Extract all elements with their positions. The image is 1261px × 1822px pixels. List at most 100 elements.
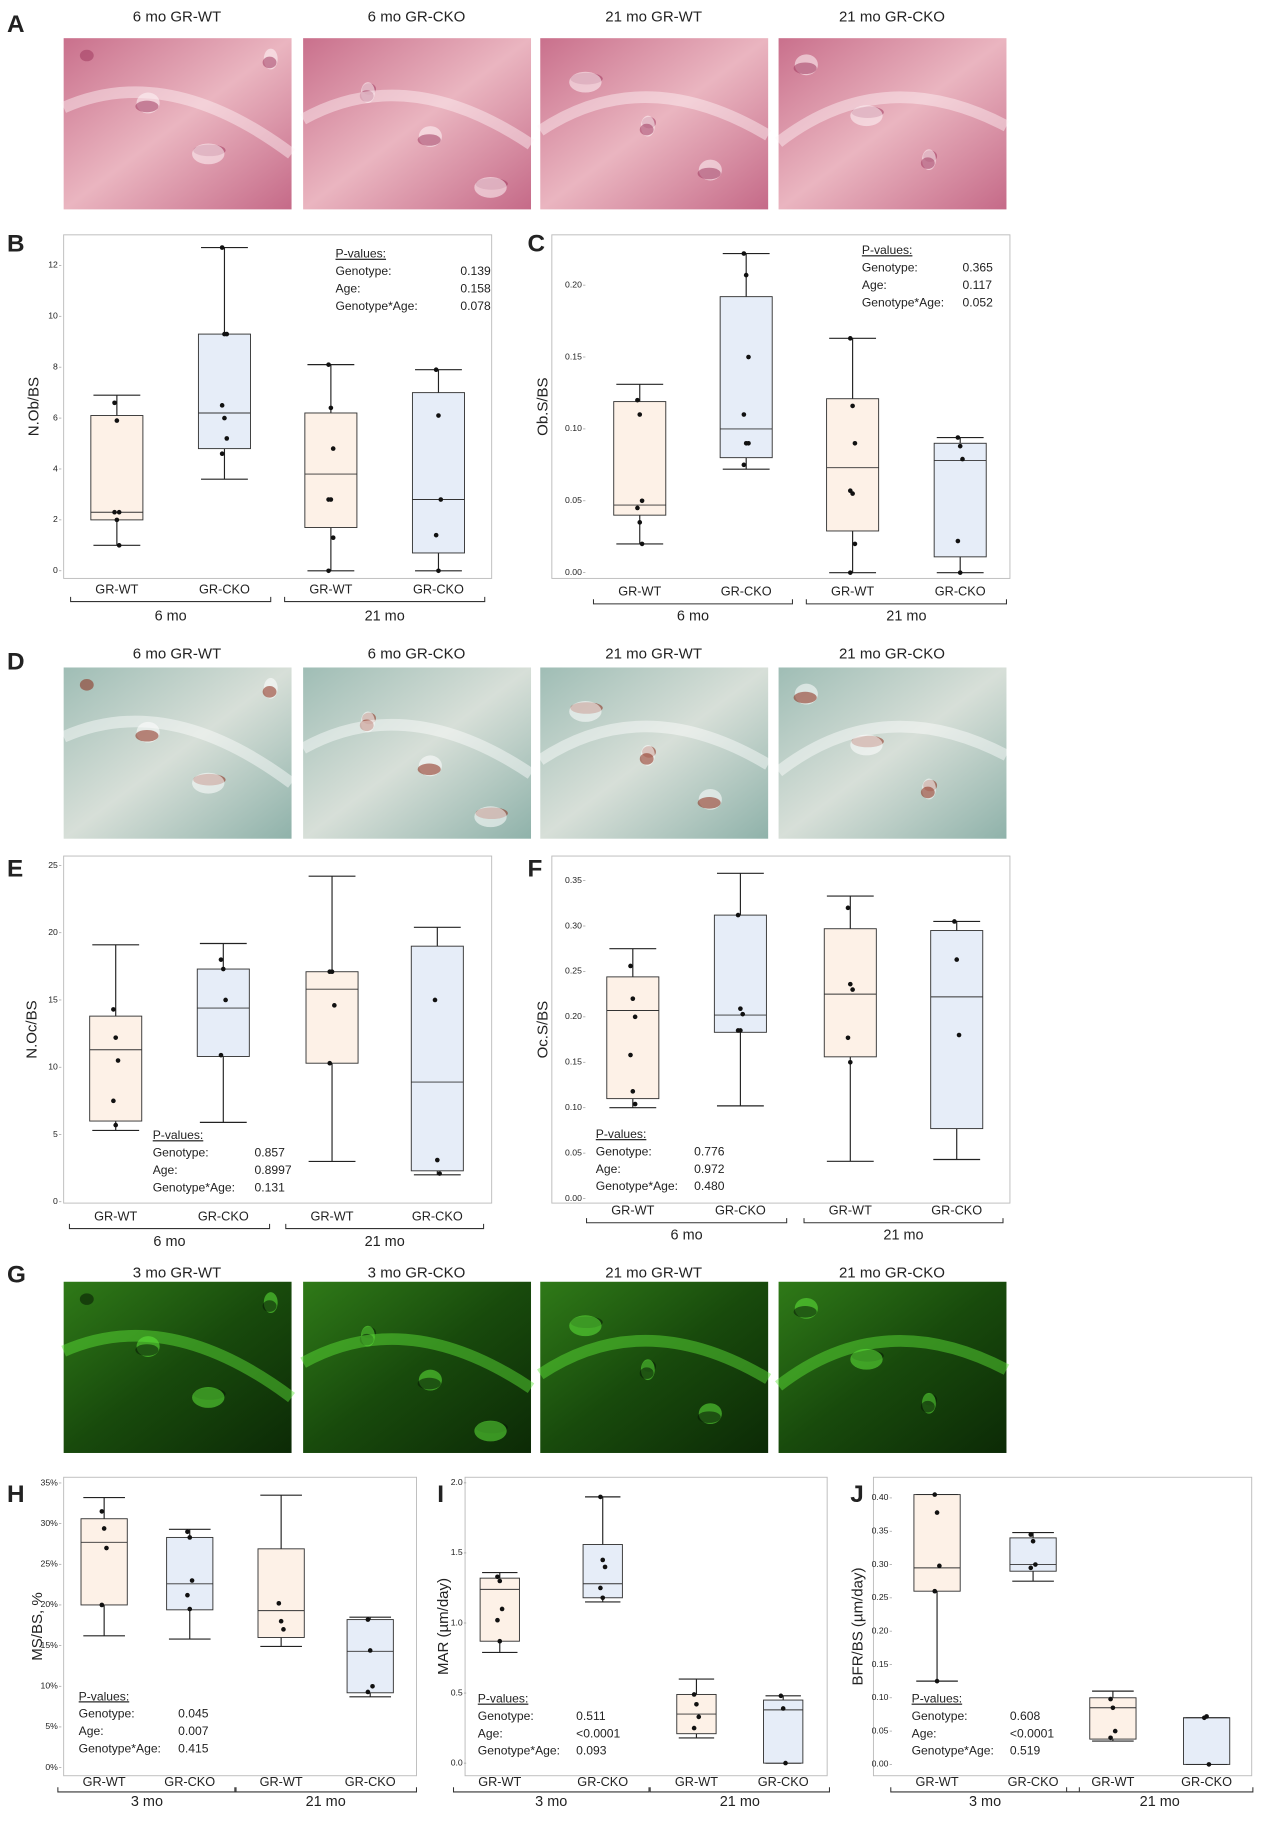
box xyxy=(304,412,358,528)
x-tick-label: GR-CKO xyxy=(715,1203,766,1218)
pvalue-value: 0.519 xyxy=(1010,1744,1041,1758)
texture xyxy=(569,1315,602,1337)
plot-frame xyxy=(63,855,493,1204)
x-tick-label: GR-WT xyxy=(675,1774,718,1789)
group-label: 21 mo xyxy=(886,608,926,624)
pvalue-value: 0.045 xyxy=(178,1707,209,1721)
y-tick-label: 5 xyxy=(53,1129,58,1139)
group-bracket xyxy=(284,596,486,603)
plot-frame xyxy=(551,855,1011,1204)
y-tick-label: 0.35 xyxy=(565,875,582,885)
x-tick-label: GR-WT xyxy=(310,1208,353,1223)
group-label: 21 mo xyxy=(306,1794,346,1810)
micrograph xyxy=(63,667,292,839)
data-point xyxy=(932,1492,938,1497)
box xyxy=(411,392,465,554)
texture xyxy=(300,1333,535,1393)
data-point xyxy=(436,568,441,574)
y-tick-label: 0.40 xyxy=(872,1492,889,1502)
data-point xyxy=(185,1529,190,1535)
texture xyxy=(359,90,374,102)
data-point xyxy=(932,1588,938,1594)
texture xyxy=(359,719,374,732)
pvalue-value: 0.158 xyxy=(460,281,491,295)
texture xyxy=(61,86,296,159)
data-point xyxy=(600,1557,606,1563)
data-point xyxy=(99,1602,105,1608)
image-title: 21 mo GR-CKO xyxy=(839,646,945,663)
pvalue-label: Genotype*Age: xyxy=(862,295,944,309)
x-tick-label: GR-CKO xyxy=(413,581,464,596)
y-tick-label: 0 xyxy=(53,1196,58,1206)
pvalue-label: Genotype: xyxy=(153,1146,209,1160)
pvalue-value: 0.972 xyxy=(694,1162,725,1176)
data-point xyxy=(691,1725,697,1731)
data-point xyxy=(112,509,117,515)
data-point xyxy=(1108,1696,1113,1702)
y-tick-label: 1.0 xyxy=(451,1617,463,1627)
box xyxy=(1182,1717,1231,1765)
pvalue-value: 0.007 xyxy=(178,1724,209,1738)
pvalue-label: Genotype*Age: xyxy=(596,1179,678,1193)
plot-frame xyxy=(872,1476,1253,1777)
y-tick-label: 0.20 xyxy=(565,279,582,289)
box xyxy=(719,296,773,459)
y-tick-label: 10% xyxy=(41,1681,59,1691)
pvalue-label: Genotype*Age: xyxy=(912,1744,994,1758)
data-point xyxy=(497,1578,503,1584)
pvalue-label: Age: xyxy=(862,278,887,292)
data-point xyxy=(637,412,643,417)
data-point xyxy=(1033,1562,1038,1567)
y-axis-label: N.Ob/BS xyxy=(26,377,43,436)
data-point xyxy=(224,331,230,337)
texture xyxy=(537,720,772,770)
y-tick-label: 8 xyxy=(53,361,58,371)
data-point xyxy=(598,1585,603,1591)
y-tick-label: 0% xyxy=(45,1762,58,1772)
data-point xyxy=(218,1052,224,1058)
y-tick-label: 15% xyxy=(41,1640,59,1650)
group-label: 3 mo xyxy=(131,1794,163,1810)
data-point xyxy=(113,1122,119,1128)
pvalue-label: Genotype*Age: xyxy=(336,299,418,313)
texture xyxy=(775,720,1010,777)
data-point xyxy=(113,1035,119,1040)
pvalue-value: 0.776 xyxy=(694,1144,725,1158)
y-tick-label: 4 xyxy=(53,463,58,473)
y-tick-label: 5% xyxy=(45,1721,58,1731)
y-tick-label: 0.00 xyxy=(565,1193,582,1203)
image-title: 21 mo GR-WT xyxy=(605,8,702,25)
y-tick-label: 0.15 xyxy=(565,351,582,361)
box xyxy=(1089,1697,1137,1740)
y-tick-label: 0.5 xyxy=(451,1687,463,1697)
box xyxy=(930,930,984,1130)
x-tick-label: GR-WT xyxy=(831,584,874,599)
box xyxy=(166,1536,214,1611)
pvalue-label: Genotype: xyxy=(336,264,392,278)
panel-letter: E xyxy=(7,855,23,882)
data-point xyxy=(104,1545,109,1551)
pvalue-value: 0.131 xyxy=(255,1180,286,1194)
image-title: 6 mo GR-CKO xyxy=(368,8,466,25)
y-axis-label: BFR/BS (µm/day) xyxy=(849,1568,866,1686)
pvalue-title: P-values: xyxy=(596,1127,647,1141)
y-tick-label: 0.05 xyxy=(565,495,582,505)
data-point xyxy=(330,535,336,541)
data-point xyxy=(1030,1538,1036,1544)
box xyxy=(410,945,464,1172)
y-tick-label: 0.0 xyxy=(451,1757,463,1767)
x-tick-label: GR-CKO xyxy=(931,1203,982,1218)
group-label: 6 mo xyxy=(671,1227,703,1243)
texture xyxy=(359,1333,374,1346)
image-title: 21 mo GR-WT xyxy=(605,1265,702,1282)
texture xyxy=(61,1330,296,1403)
data-point xyxy=(957,570,963,575)
data-point xyxy=(738,1006,743,1011)
data-point xyxy=(432,997,438,1003)
texture xyxy=(793,691,817,704)
texture xyxy=(135,1344,159,1356)
pvalue-value: <0.0001 xyxy=(1010,1726,1054,1740)
data-point xyxy=(960,456,965,462)
pvalue-value: 0.365 xyxy=(963,261,994,275)
data-point xyxy=(934,1678,940,1684)
